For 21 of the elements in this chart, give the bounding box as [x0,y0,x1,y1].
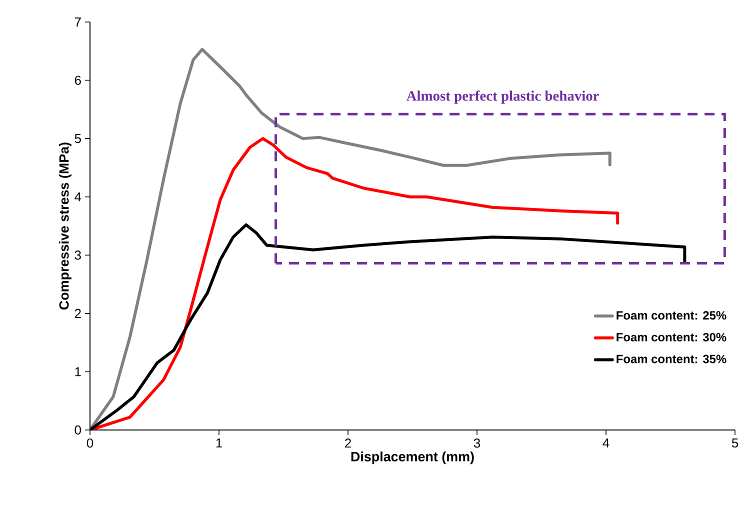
y-tick-label: 3 [74,250,81,260]
annotation: Almost perfect plastic behavior [406,90,599,104]
legend-label: Foam content: 30% [616,332,726,342]
x-tick-label: 5 [732,438,738,448]
legend-label: Foam content: 35% [616,354,726,364]
y-tick-label: 5 [74,134,81,144]
x-tick-label: 4 [602,438,610,448]
x-axis-title: Displacement (mm) [351,452,474,464]
y-axis-title: Compressive stress (MPa) [58,142,72,310]
y-tick-label: 0 [74,425,81,435]
y-tick-label: 2 [74,308,81,318]
line-series [90,48,612,430]
x-tick-label: 3 [474,438,480,448]
x-tick-label: 1 [216,438,222,448]
y-tick-label: 1 [75,367,81,376]
y-tick-label: 7 [74,18,81,26]
legend-label: Foam content: 25% [616,311,726,320]
x-tick-label: 0 [86,438,94,448]
x-tick-label: 2 [345,438,351,448]
y-tick-label: 6 [74,76,81,85]
y-tick-label: 4 [74,192,82,202]
